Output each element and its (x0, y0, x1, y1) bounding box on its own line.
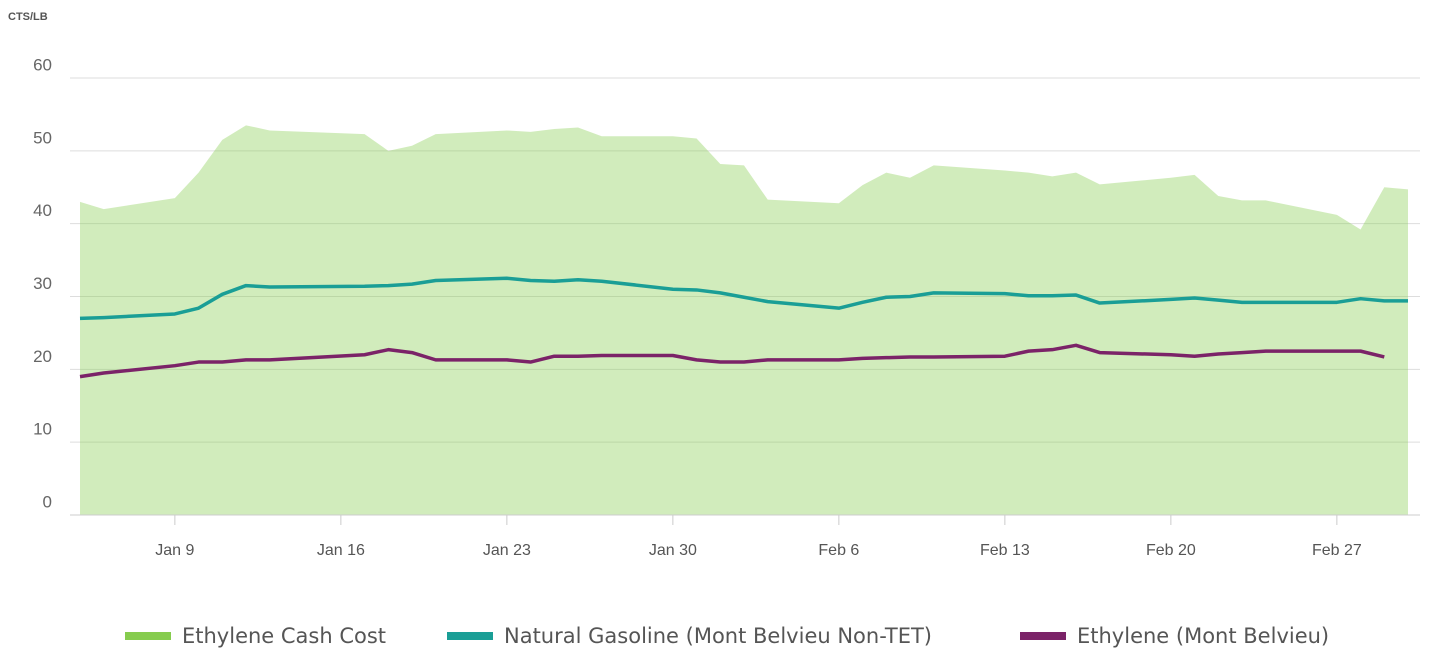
legend-label: Ethylene Cash Cost (182, 624, 386, 648)
legend-swatch (125, 632, 171, 640)
y-tick-label: 40 (33, 201, 52, 220)
y-tick-label: 30 (33, 274, 52, 293)
x-tick-label: Feb 6 (818, 542, 859, 559)
y-tick-label: 0 (43, 492, 52, 511)
x-tick-label: Jan 30 (649, 542, 697, 559)
x-tick-label: Feb 27 (1312, 542, 1362, 559)
y-tick-label: 10 (33, 420, 52, 439)
x-tick-label: Jan 23 (483, 542, 531, 559)
legend-label: Ethylene (Mont Belvieu) (1077, 624, 1329, 648)
legend-label: Natural Gasoline (Mont Belvieu Non-TET) (504, 624, 932, 648)
x-tick-label: Jan 9 (155, 542, 194, 559)
grid (70, 77, 1420, 516)
plot (79, 125, 1408, 515)
area (80, 125, 1408, 515)
line (79, 276, 1408, 321)
axes (70, 514, 1420, 525)
y-tick-label: 20 (33, 347, 52, 366)
legend-swatch (447, 632, 493, 640)
y-tick-label: 60 (33, 55, 52, 74)
y-axis-label: CTS/LB (8, 11, 48, 23)
line (79, 343, 1385, 379)
x-tick-label: Feb 20 (1146, 542, 1196, 559)
y-tick-label: 50 (33, 128, 52, 147)
x-tick-label: Jan 16 (317, 542, 365, 559)
x-tick-label: Feb 13 (980, 542, 1030, 559)
legend-swatch (1020, 632, 1066, 640)
